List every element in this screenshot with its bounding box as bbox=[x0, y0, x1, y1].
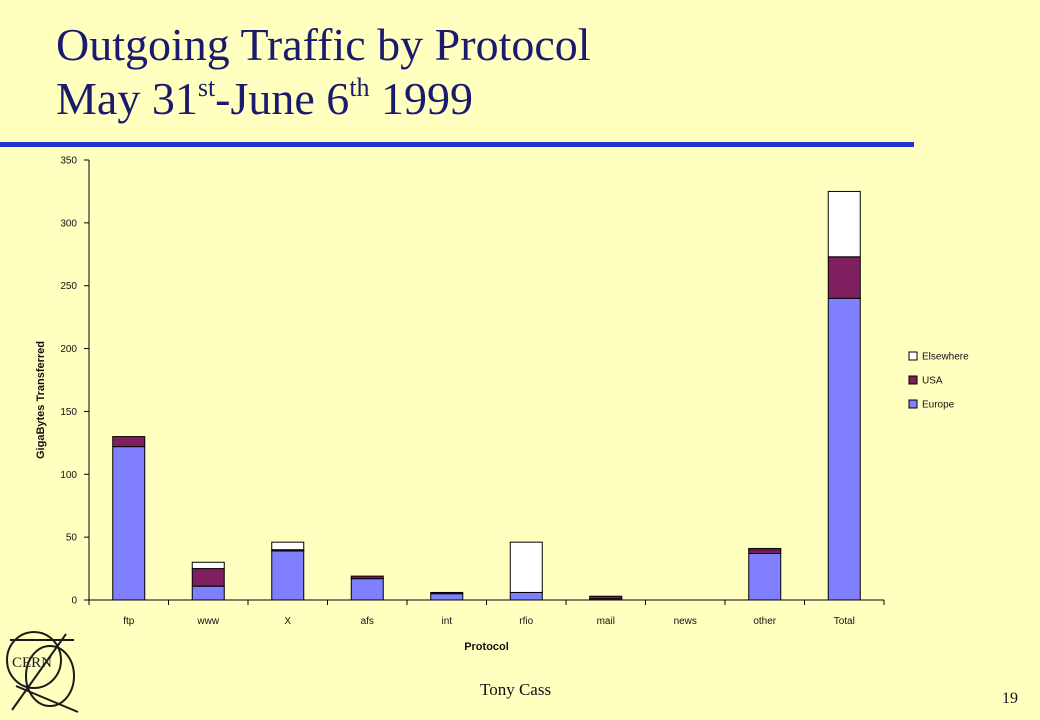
legend-swatch-elsewhere bbox=[908, 351, 918, 361]
title-line-2: May 31st-June 6th 1999 bbox=[56, 73, 473, 124]
bar-X-elsewhere bbox=[271, 541, 305, 551]
title-date-end: -June 6 bbox=[215, 73, 350, 124]
x-tick-label: afs bbox=[361, 616, 374, 627]
cern-logo: CERN bbox=[6, 631, 79, 713]
bar-other-elsewhere bbox=[748, 547, 782, 551]
page-number: 19 bbox=[1002, 690, 1018, 707]
slide-title: Outgoing Traffic by Protocol May 31st-Jun… bbox=[56, 18, 591, 126]
bar-Total-elsewhere bbox=[827, 190, 861, 258]
y-tick-label: 150 bbox=[60, 407, 77, 418]
bar-mail-usa bbox=[589, 595, 623, 600]
bar-ftp-europe bbox=[112, 446, 146, 601]
bar-int-usa bbox=[430, 591, 464, 595]
bar-int-europe bbox=[430, 593, 464, 601]
y-tick-label: 350 bbox=[60, 156, 77, 167]
y-tick-label: 0 bbox=[71, 596, 77, 607]
legend-label-europe: Europe bbox=[922, 400, 955, 411]
y-tick-label: 100 bbox=[60, 470, 77, 481]
legend-label-usa: USA bbox=[922, 376, 943, 387]
x-tick-label: rfio bbox=[519, 616, 533, 627]
bar-www-usa bbox=[191, 568, 225, 587]
x-axis-label: Protocol bbox=[464, 641, 509, 653]
legend-swatch-usa bbox=[908, 375, 918, 385]
x-tick-label: news bbox=[674, 616, 697, 627]
y-tick-label: 300 bbox=[60, 218, 77, 229]
bar-other-usa bbox=[748, 549, 782, 554]
title-sup-st: st bbox=[197, 73, 216, 102]
cern-logo-text: CERN bbox=[12, 655, 52, 671]
y-tick-label: 200 bbox=[60, 344, 77, 355]
chart-bars bbox=[112, 190, 861, 601]
x-tick-label: Total bbox=[834, 616, 855, 627]
y-axis-label: GigaBytes Transferred bbox=[35, 341, 47, 459]
x-tick-label: other bbox=[753, 616, 776, 627]
title-rule bbox=[0, 142, 914, 147]
bar-www-elsewhere bbox=[191, 561, 225, 570]
title-date-start: May 31 bbox=[56, 73, 198, 124]
x-tick-label: mail bbox=[597, 616, 615, 627]
title-year: 1999 bbox=[369, 73, 474, 124]
bar-rfio-elsewhere bbox=[509, 541, 543, 593]
bar-afs-usa bbox=[350, 575, 384, 580]
title-line-1: Outgoing Traffic by Protocol bbox=[56, 19, 591, 70]
bar-Total-usa bbox=[827, 256, 861, 299]
bar-www-europe bbox=[191, 585, 225, 601]
bar-X-europe bbox=[271, 550, 305, 601]
legend-swatch-europe bbox=[908, 399, 918, 409]
bar-ftp-usa bbox=[112, 436, 146, 448]
y-tick-label: 250 bbox=[60, 281, 77, 292]
x-tick-label: int bbox=[441, 616, 452, 627]
legend-label-elsewhere: Elsewhere bbox=[922, 352, 969, 363]
x-tick-label: X bbox=[284, 616, 291, 627]
bar-other-europe bbox=[748, 552, 782, 601]
bar-Total-europe bbox=[827, 297, 861, 601]
title-sup-th: th bbox=[349, 73, 370, 102]
bar-afs-europe bbox=[350, 578, 384, 601]
x-tick-label: ftp bbox=[123, 616, 135, 627]
bar-rfio-europe bbox=[509, 591, 543, 601]
x-tick-label: www bbox=[196, 616, 219, 627]
y-tick-label: 50 bbox=[66, 533, 78, 544]
author-name: Tony Cass bbox=[480, 680, 552, 699]
chart-legend: Elsewhere USA Europe bbox=[908, 351, 969, 411]
